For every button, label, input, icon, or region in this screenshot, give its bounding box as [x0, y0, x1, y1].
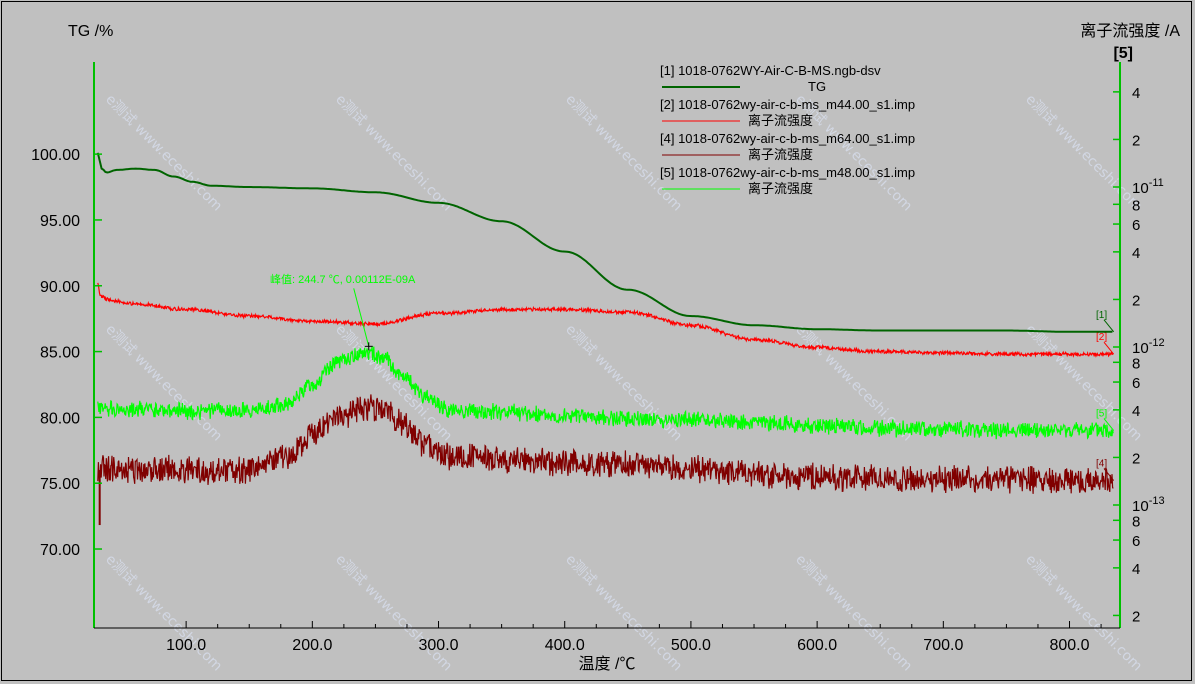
right-tick-label: 2	[1132, 608, 1140, 625]
series-end-leader	[1103, 418, 1115, 431]
right-tick-label: 10-12	[1132, 337, 1165, 357]
series-end-tag: [2]	[1096, 332, 1107, 343]
legend-file-text: [4] 1018-0762wy-air-c-b-ms_m64.00_s1.imp	[660, 131, 915, 146]
right-tick-label: 10-11	[1132, 177, 1164, 197]
x-tick-label: 600.0	[797, 637, 837, 654]
watermark-text: e测试 www.eceshi.com	[1022, 552, 1145, 675]
x-tick-label: 100.0	[166, 637, 206, 654]
watermark-text: e测试 www.eceshi.com	[332, 552, 455, 675]
y-tick-label: 75.00	[40, 476, 80, 493]
right-tick-label: 10-13	[1132, 495, 1165, 515]
tick-layer: 100.0 200.0 300.0 400.0 500.0 600.0 700.0 800.0…	[31, 85, 1165, 654]
series-line-m48.00	[97, 346, 1114, 440]
series-end-leader	[1103, 319, 1115, 333]
right-tick-label: 4	[1132, 245, 1140, 262]
peak-label: 峰值: 244.7 ℃, 0.00112E-09A	[270, 273, 416, 286]
series-line-m64.00	[97, 394, 1114, 494]
watermark-layer: e测试 www.eceshi.com e测试 www.eceshi.com e测试 …	[102, 92, 1145, 675]
watermark-text: e测试 www.eceshi.com	[102, 552, 225, 675]
peak-leader-line	[353, 288, 370, 347]
right-tick-label: 2	[1132, 292, 1140, 309]
right-tick-label: 8	[1132, 355, 1140, 372]
watermark-text: e测试 www.eceshi.com	[1022, 92, 1145, 215]
watermark-text: e测试 www.eceshi.com	[102, 322, 225, 445]
right-tick-label: 8	[1132, 197, 1140, 214]
right-tick-label: 4	[1132, 561, 1140, 578]
x-axis-title: 温度 /℃	[579, 655, 636, 673]
y-tick-label: 80.00	[40, 410, 80, 427]
series-line-m44.00	[97, 282, 1114, 358]
y-tick-label: 70.00	[40, 542, 80, 559]
legend-file-text: [2] 1018-0762wy-air-c-b-ms_m44.00_s1.imp	[660, 97, 915, 112]
right-tick-label: 4	[1132, 85, 1140, 102]
legend-series-label: TG	[808, 79, 826, 94]
watermark-text: e测试 www.eceshi.com	[562, 322, 685, 445]
right-tick-label: 4	[1132, 403, 1140, 420]
series-line-TG	[96, 152, 1113, 333]
legend-series-label: 离子流强度	[748, 147, 813, 162]
legend-file-text: [5] 1018-0762wy-air-c-b-ms_m48.00_s1.imp	[660, 165, 915, 180]
legend-series-label: 离子流强度	[748, 181, 813, 196]
x-tick-label: 500.0	[671, 637, 711, 654]
watermark-text: e测试 www.eceshi.com	[332, 92, 455, 215]
y-tick-label: 100.00	[31, 147, 80, 164]
series-end-leader	[1103, 341, 1115, 355]
annotation-layer: 峰值: 244.7 ℃, 0.00112E-09A	[270, 273, 416, 351]
right-tick-label: 8	[1132, 513, 1140, 530]
right-tick-label: 2	[1132, 132, 1140, 149]
series-end-tag: [1]	[1096, 310, 1107, 321]
x-tick-label: 300.0	[419, 637, 459, 654]
y-tick-label: 85.00	[40, 345, 80, 362]
watermark-text: e测试 www.eceshi.com	[332, 322, 455, 445]
axis-layer	[93, 62, 1121, 629]
x-tick-label: 700.0	[923, 637, 963, 654]
series-layer: [4] [5] [2] [1]	[96, 152, 1115, 526]
right-tick-label: 2	[1132, 450, 1140, 467]
series-end-leader	[1103, 468, 1115, 481]
right-tick-label: 6	[1132, 217, 1140, 234]
right-axis-tag: [5]	[1113, 45, 1133, 62]
series-end-tag: [5]	[1096, 409, 1107, 420]
right-tick-label: 6	[1132, 375, 1140, 392]
watermark-text: e测试 www.eceshi.com	[102, 92, 225, 215]
left-axis-title: TG /%	[68, 23, 113, 40]
x-tick-label: 400.0	[545, 637, 585, 654]
watermark-text: e测试 www.eceshi.com	[792, 552, 915, 675]
x-tick-label: 800.0	[1049, 637, 1089, 654]
right-tick-label: 6	[1132, 533, 1140, 550]
y-tick-label: 95.00	[40, 213, 80, 230]
y-tick-label: 90.00	[40, 279, 80, 296]
right-axis-title: 离子流强度 /A	[1080, 22, 1180, 40]
series-end-tag: [4]	[1096, 459, 1107, 470]
legend-file-text: [1] 1018-0762WY-Air-C-B-MS.ngb-dsv	[660, 63, 881, 78]
x-tick-label: 200.0	[292, 637, 332, 654]
legend-series-label: 离子流强度	[748, 113, 813, 128]
